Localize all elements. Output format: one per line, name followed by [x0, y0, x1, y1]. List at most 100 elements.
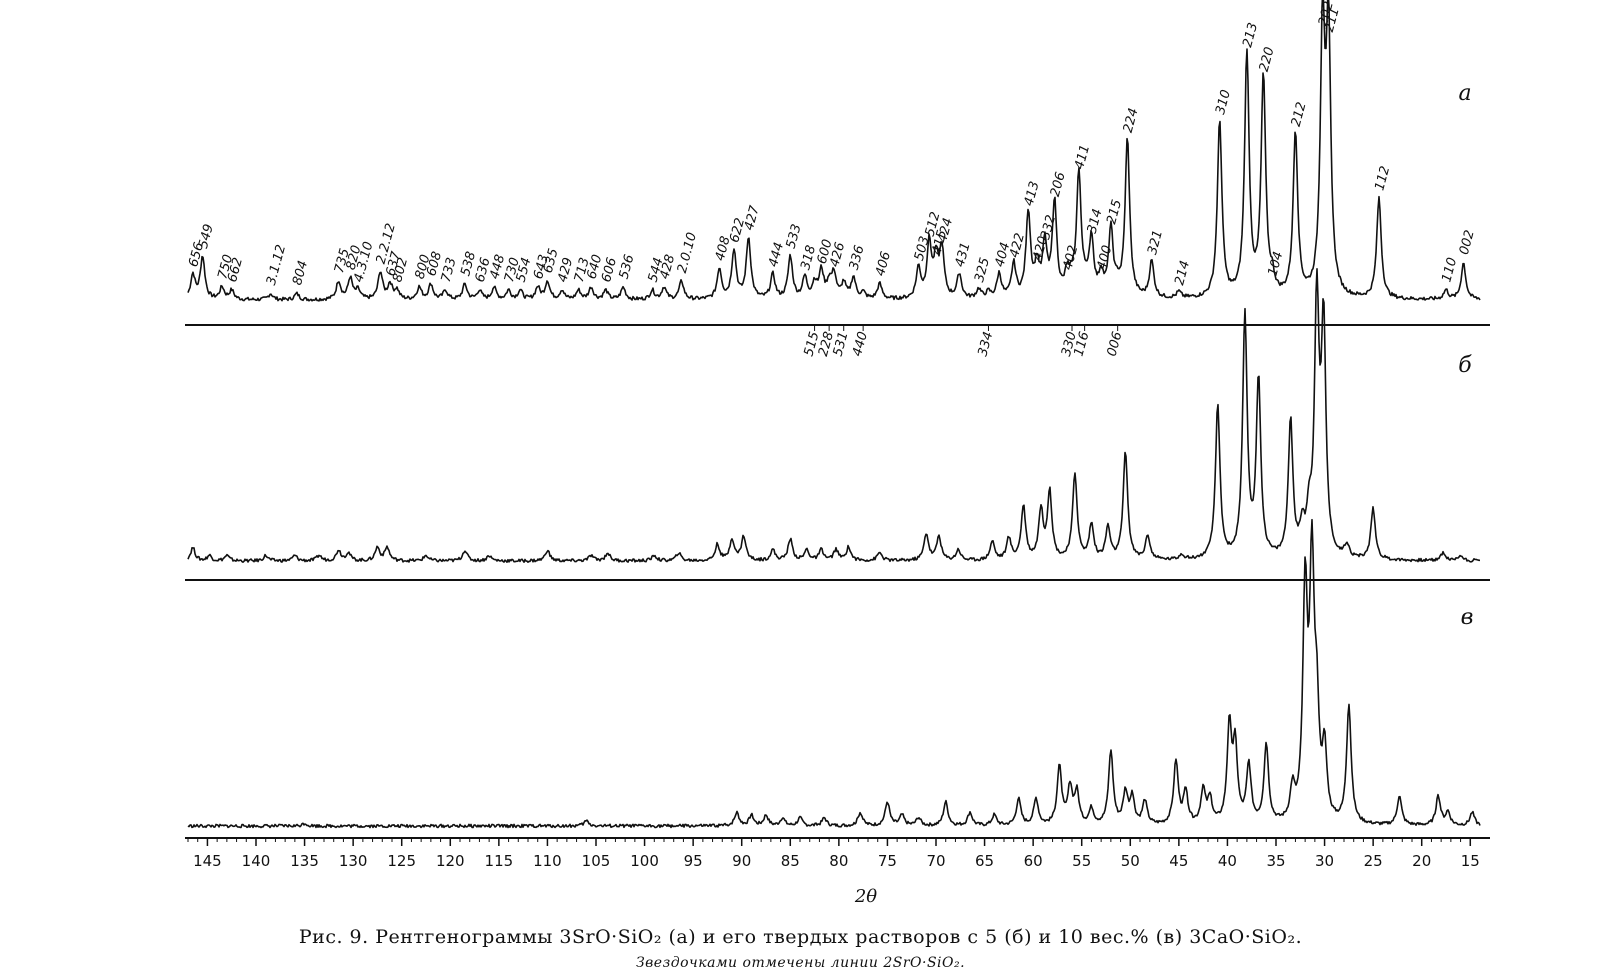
hkl-label: 314	[1085, 207, 1106, 235]
x-axis: 145 140 135 130 125 120 115 110 105 100 95 90 85 80 75…	[187, 838, 1480, 870]
hkl-label: 404	[992, 241, 1013, 269]
hkl-label: 408	[713, 235, 734, 263]
hkl-label: 213	[1240, 21, 1261, 49]
x-tick-label: 55	[1072, 852, 1091, 870]
hkl-label: 448	[487, 253, 508, 281]
hkl-label: 428	[657, 253, 678, 281]
hkl-label: 820	[344, 244, 365, 272]
hkl-label: 112	[1372, 164, 1393, 192]
hkl-label: 415	[929, 229, 950, 257]
hkl-label: 662	[225, 256, 246, 284]
hkl-label: 444	[766, 241, 787, 269]
x-tick-label: 25	[1364, 852, 1383, 870]
hkl-label: 750	[215, 253, 236, 281]
x-tick-label: 15	[1461, 852, 1480, 870]
hkl-label: 429	[555, 256, 576, 284]
hkl-label: 600	[815, 238, 836, 266]
panel-2: б	[185, 267, 1490, 581]
hkl-label: 406	[873, 250, 894, 278]
hkl-label: 116	[1072, 330, 1093, 358]
x-tick-label: 85	[781, 852, 800, 870]
hkl-label: 104	[1265, 250, 1286, 278]
hkl-label: 608	[424, 250, 445, 278]
x-tick-label: 90	[732, 852, 751, 870]
x-tick-label: 60	[1024, 852, 1043, 870]
hkl-label: 622	[727, 216, 748, 244]
hkl-label: 110	[1439, 256, 1460, 284]
x-tick-label: 35	[1266, 852, 1285, 870]
hkl-label: 804	[290, 259, 311, 287]
hkl-label: 512	[923, 210, 944, 238]
panel-3: в	[185, 518, 1490, 839]
hkl-label: 325	[972, 256, 993, 284]
figure-caption: Рис. 9. Рентгенограммы 3SrO·SiO₂ (а) и е…	[298, 926, 1303, 948]
hkl-label: 224	[1121, 107, 1142, 135]
x-tick-label: 110	[533, 852, 562, 870]
hkl-label: 336	[847, 244, 868, 272]
hkl-label: 332	[1038, 213, 1059, 241]
x-tick-label: 80	[829, 852, 848, 870]
hkl-label: 413	[1022, 180, 1043, 208]
hkl-label: 400	[1094, 244, 1115, 272]
hkl-label: 334	[975, 330, 996, 358]
hkl-label: 531	[831, 330, 852, 358]
hkl-label: 2.0.10	[675, 231, 700, 275]
hkl-label: 544	[646, 256, 667, 284]
hkl-label: 330	[1059, 330, 1080, 358]
hkl-label: 424	[935, 216, 956, 244]
figure-caption-note: Звездочками отмечены линии 2SrO·SiO₂.	[635, 955, 966, 971]
x-tick-label: 75	[878, 852, 897, 870]
hkl-label: 440	[850, 330, 871, 358]
x-tick-label: 115	[485, 852, 514, 870]
x-tick-label: 95	[684, 852, 703, 870]
hkl-label: 202	[1316, 0, 1337, 28]
hkl-label: 215	[1104, 198, 1125, 226]
hkl-label: 426	[827, 241, 848, 269]
x-tick-label: 20	[1412, 852, 1431, 870]
hkl-label: 735	[332, 247, 353, 275]
hkl-label: 220	[1257, 46, 1278, 74]
hkl-label: 3.1.12	[264, 243, 289, 287]
hkl-label: 554	[514, 256, 535, 284]
x-tick-label: 145	[193, 852, 222, 870]
x-tick-label: 65	[975, 852, 994, 870]
hkl-label: 214	[1172, 259, 1193, 287]
hkl-label: 006	[1105, 330, 1126, 358]
hkl-label: 713	[572, 256, 593, 284]
hkl-label: 733	[439, 256, 460, 284]
hkl-label: 427	[742, 203, 763, 232]
hkl-label: 533	[784, 222, 805, 250]
xrd-pattern-1	[187, 0, 1481, 302]
hkl-label: 206	[1048, 171, 1069, 199]
hkl-label: 228	[816, 330, 837, 358]
hkl-label: 002	[1457, 229, 1478, 257]
x-tick-label: 135	[290, 852, 319, 870]
x-tick-label: 30	[1315, 852, 1334, 870]
hkl-label: 606	[599, 256, 620, 284]
x-tick-label: 45	[1169, 852, 1188, 870]
hkl-label: 402	[1060, 244, 1081, 272]
x-tick-label: 140	[242, 852, 271, 870]
hkl-label: 730	[502, 256, 523, 284]
hkl-label: 538	[458, 250, 479, 278]
panel-label-1: а	[1458, 81, 1471, 106]
hkl-label: 637	[383, 249, 404, 278]
x-tick-label: 100	[630, 852, 659, 870]
hkl-label: 802	[390, 256, 411, 284]
x-tick-label: 125	[387, 852, 416, 870]
x-tick-label: 130	[339, 852, 368, 870]
panel-label-3: в	[1461, 605, 1474, 630]
hkl-label: 411	[1072, 143, 1093, 171]
hkl-label: 431	[953, 241, 974, 269]
hkl-label: 211	[1322, 6, 1343, 34]
xrd-pattern-3	[187, 518, 1481, 829]
hkl-label: 422	[1007, 232, 1028, 260]
xrd-pattern-2	[187, 267, 1480, 564]
hkl-label: 640	[584, 253, 605, 281]
hkl-label: 321	[1145, 229, 1166, 257]
hkl-label: 800	[413, 253, 434, 281]
hkl-label: 420	[1030, 235, 1051, 263]
